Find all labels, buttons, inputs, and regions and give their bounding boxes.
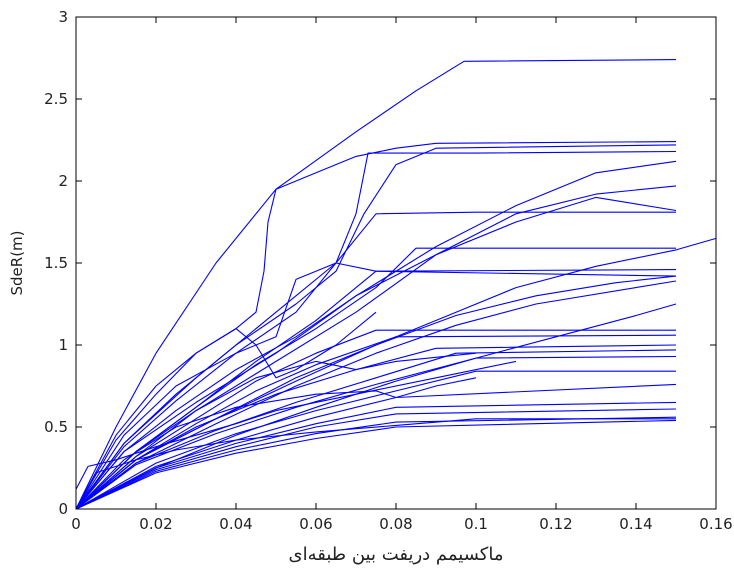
series-line-18 (75, 349, 677, 510)
series-line-25 (75, 419, 677, 510)
x-axis-label: ماکسیمم دریفت بین طبقه‌ای (289, 544, 504, 565)
x-tick-label: 0.1 (464, 515, 488, 533)
x-tick-label: 0.14 (619, 515, 652, 533)
tick-labels-layer: 0 0.02 0.04 0.06 0.08 0.1 0.12 0.14 0.16 0 0.5 1 1.5… (44, 8, 733, 533)
x-tick-label: 0.16 (699, 515, 732, 533)
series-line-20 (75, 370, 676, 510)
y-tick-label: 2 (58, 172, 68, 190)
series-line-7 (75, 211, 676, 510)
y-tick-label: 1 (58, 336, 68, 354)
series-line-29 (75, 311, 377, 510)
series-line-4 (75, 150, 677, 510)
series-line-19 (75, 355, 677, 510)
series-line-22 (75, 401, 677, 510)
y-tick-label: 0.5 (44, 418, 68, 436)
x-tick-label: 0 (71, 515, 81, 533)
series-line-28 (75, 262, 677, 510)
x-tick-label: 0.04 (219, 515, 252, 533)
plot-frame (75, 16, 717, 510)
y-tick-label: 1.5 (44, 254, 68, 272)
series-line-8 (75, 196, 677, 510)
series-line-27 (75, 360, 517, 490)
ticks-layer (75, 16, 717, 510)
series-layer (75, 59, 717, 510)
y-axis-label: SdeR(m) (8, 230, 26, 295)
series-line-12 (75, 275, 677, 510)
series-line-23 (75, 408, 677, 510)
series-line-31 (75, 377, 477, 510)
series-line-6 (75, 185, 677, 510)
series-line-2 (75, 141, 677, 510)
series-line-26 (75, 418, 676, 510)
y-tick-label: 0 (58, 500, 68, 518)
series-line-30 (75, 352, 477, 510)
series-line-11 (75, 269, 677, 510)
y-tick-label: 3 (58, 8, 68, 26)
series-line-3 (75, 144, 677, 510)
series-line-15 (75, 329, 676, 510)
x-tick-label: 0.02 (139, 515, 172, 533)
series-line-14 (75, 303, 677, 510)
series-line-21 (75, 383, 677, 510)
x-tick-label: 0.06 (299, 515, 332, 533)
x-tick-label: 0.12 (539, 515, 572, 533)
y-tick-label: 2.5 (44, 90, 68, 108)
x-tick-label: 0.08 (379, 515, 412, 533)
